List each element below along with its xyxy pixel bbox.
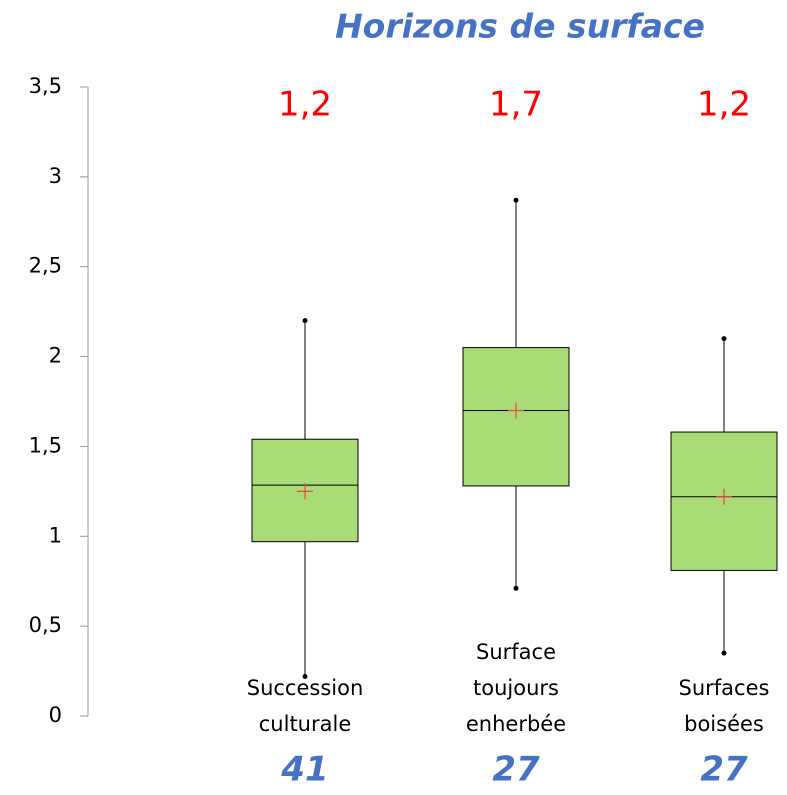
count-label: 27 — [700, 750, 748, 790]
count-label: 27 — [492, 750, 540, 790]
mean-marker — [508, 402, 524, 419]
x-tick-label: Surfaces — [679, 676, 770, 700]
y-tick-label: 2,5 — [29, 254, 62, 278]
y-tick-label: 0 — [49, 703, 62, 727]
x-tick-label: boisées — [684, 712, 764, 736]
x-tick-label: culturale — [259, 712, 352, 736]
y-tick-label: 1,5 — [29, 433, 62, 457]
whisker-end — [513, 585, 519, 591]
whisker-end — [721, 650, 727, 656]
x-tick-label: Surface — [476, 640, 556, 664]
y-tick-label: 2 — [49, 344, 62, 368]
mean-marker — [297, 483, 313, 500]
y-tick-label: 1 — [49, 523, 62, 547]
whisker-end — [513, 197, 519, 203]
whisker-end — [721, 336, 727, 342]
x-tick-label: Succession — [247, 676, 364, 700]
x-tick-label: enherbée — [466, 712, 566, 736]
count-label: 41 — [280, 750, 328, 790]
annotation: 1,7 — [489, 85, 543, 125]
annotation: 1,2 — [697, 85, 751, 125]
y-tick-label: 3 — [49, 164, 62, 188]
whisker-end — [302, 318, 308, 324]
y-tick-label: 0,5 — [29, 613, 62, 637]
y-tick-label: 3,5 — [29, 74, 62, 98]
whisker-end — [302, 673, 308, 679]
chart-title: Horizons de surface — [335, 7, 705, 46]
x-tick-label: toujours — [473, 676, 559, 700]
mean-marker — [716, 488, 732, 505]
annotation: 1,2 — [278, 85, 332, 125]
